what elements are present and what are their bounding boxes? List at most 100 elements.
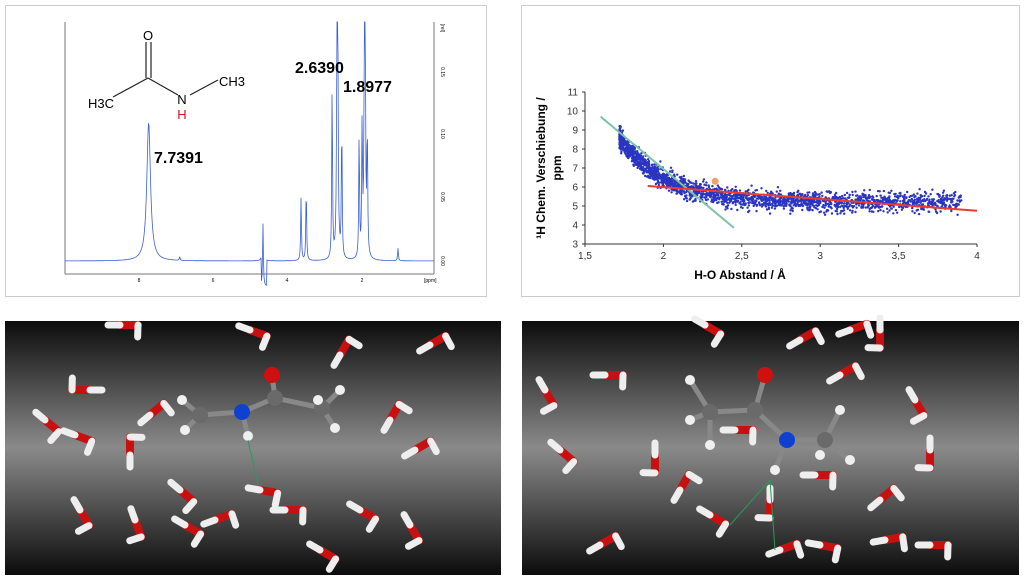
water-molecule <box>835 319 875 339</box>
scatter-point <box>783 200 786 203</box>
scatter-point <box>812 193 815 197</box>
scatter-point <box>680 175 683 179</box>
scatter-point <box>848 209 852 212</box>
scatter-point <box>632 154 635 157</box>
scatter-point <box>920 207 924 211</box>
water-molecule <box>68 374 106 394</box>
molecule-structure <box>112 42 219 98</box>
scatter-point <box>636 150 639 153</box>
scatter-point <box>937 199 940 202</box>
scatter-point <box>766 191 769 195</box>
scatter-point <box>703 183 706 186</box>
scatter-point <box>699 186 702 189</box>
scatter-point <box>816 193 819 196</box>
scatter-point <box>905 196 908 199</box>
scatter-point <box>774 204 777 207</box>
y-tick-label: 8 <box>572 145 578 156</box>
water-molecule <box>380 400 413 434</box>
scatter-point <box>938 195 941 198</box>
scatter-point <box>771 192 774 195</box>
water-molecule <box>126 433 146 471</box>
nmr-spectrum-panel <box>5 5 487 297</box>
scatter-point <box>798 200 801 203</box>
scatter-point <box>652 176 655 179</box>
scatter-point <box>900 208 904 211</box>
scatter-point <box>671 170 674 174</box>
scatter-point <box>618 141 621 144</box>
scatter-point <box>782 207 786 210</box>
scatter-point <box>673 180 677 184</box>
scatter-point <box>647 169 650 173</box>
scatter-point <box>783 202 786 206</box>
scatter-point <box>833 195 837 198</box>
scatter-point <box>814 200 817 203</box>
scatter-point <box>878 205 882 209</box>
water-molecule <box>586 532 625 555</box>
scatter-point <box>755 188 758 192</box>
scatter-point <box>711 200 715 204</box>
scatter-point <box>731 202 734 205</box>
water-molecule <box>639 439 659 477</box>
scatter-point <box>726 201 729 204</box>
scatter-point <box>745 194 748 198</box>
scatter-point <box>707 185 711 189</box>
scatter-point <box>940 201 943 205</box>
scatter-point <box>796 197 799 201</box>
water-molecule <box>306 540 340 573</box>
x-tick-label: 1,5 <box>578 251 592 262</box>
scatter-point <box>633 161 636 164</box>
scatter-point <box>641 155 645 158</box>
peak-label-2.6390: 2.6390 <box>295 60 344 77</box>
scatter-point <box>716 194 719 197</box>
scatter-point <box>727 193 730 196</box>
scatter-point <box>665 183 669 186</box>
scatter-point <box>948 204 951 207</box>
scatter-point <box>799 204 802 207</box>
scatter-point <box>646 162 649 165</box>
x-tick-label: 2 <box>661 251 667 262</box>
scatter-point <box>765 208 769 211</box>
scatter-point <box>768 201 771 205</box>
scatter-point <box>844 197 847 200</box>
scatter-point <box>763 198 766 201</box>
x-tick-label: 4 <box>974 251 980 262</box>
scatter-point <box>791 198 794 201</box>
nmr-x-tick: 2 <box>361 278 364 284</box>
scatter-point <box>735 197 738 200</box>
scatter-point <box>892 212 895 215</box>
scatter-point <box>637 161 640 164</box>
water-molecule <box>670 470 703 504</box>
scatter-point <box>692 190 695 193</box>
scatter-point <box>941 196 944 199</box>
scatter-point <box>924 192 928 195</box>
scatter-point <box>706 198 709 201</box>
scatter-point <box>713 187 716 191</box>
scatter-point <box>821 194 824 198</box>
water-molecule <box>400 511 423 550</box>
scatter-point <box>620 150 623 153</box>
scatter-point <box>794 202 797 206</box>
scatter-point <box>779 189 782 192</box>
scatter-point <box>872 196 875 199</box>
scatter-point <box>747 201 750 204</box>
scatter-point <box>758 204 762 207</box>
scatter-point <box>906 190 909 194</box>
scatter-point <box>793 200 797 204</box>
scatter-point <box>644 159 647 162</box>
scatter-point <box>639 155 642 158</box>
scatter-point <box>695 185 698 189</box>
scatter-point <box>694 180 698 183</box>
scatter-point <box>645 175 649 178</box>
nmr-x-tick: 4 <box>286 278 289 284</box>
scatter-point <box>818 195 821 198</box>
scatter-point <box>768 199 771 202</box>
scatter-point <box>691 200 695 203</box>
water-molecule <box>905 386 928 425</box>
scatter-point <box>694 199 697 202</box>
scatter-point <box>872 199 876 203</box>
scatter-point <box>806 207 809 210</box>
water-molecule <box>535 376 558 415</box>
scatter-point <box>931 203 934 206</box>
scatter-point <box>939 210 942 213</box>
